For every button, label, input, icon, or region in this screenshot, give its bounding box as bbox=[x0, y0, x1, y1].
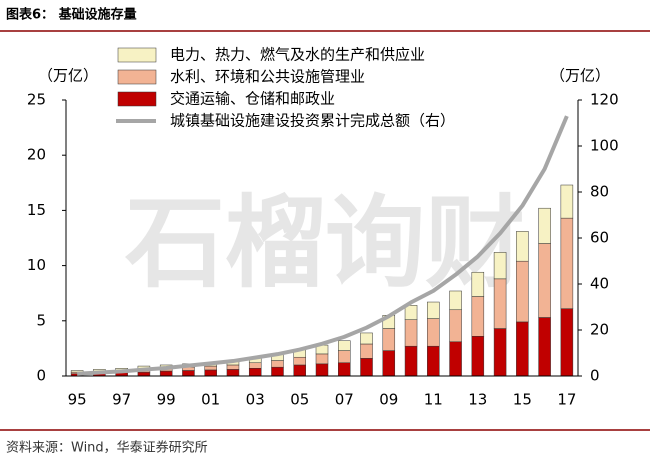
bar-segment bbox=[315, 353, 329, 365]
bar-segment bbox=[560, 308, 574, 377]
y-tick-label: 25 bbox=[27, 91, 46, 109]
legend-swatch bbox=[117, 69, 157, 85]
x-tick-label: 97 bbox=[112, 391, 131, 409]
bar-segment bbox=[493, 252, 507, 280]
y2-tick-label: 0 bbox=[590, 367, 600, 385]
y2-tick-label: 20 bbox=[590, 321, 609, 339]
x-tick-label: 15 bbox=[513, 391, 532, 409]
bar-segment bbox=[427, 345, 440, 377]
y-tick-label: 0 bbox=[36, 367, 46, 385]
bar-segment bbox=[427, 318, 440, 347]
y2-tick-label: 120 bbox=[590, 91, 619, 109]
legend-swatch bbox=[117, 47, 157, 63]
bar-segment bbox=[271, 360, 284, 368]
bar-segment bbox=[182, 370, 195, 377]
y2-tick-label: 100 bbox=[590, 137, 619, 155]
bar-segment bbox=[271, 366, 284, 377]
y2-tick-label: 40 bbox=[590, 275, 609, 293]
bar-segment bbox=[360, 343, 373, 359]
y2-tick-label: 80 bbox=[590, 183, 609, 201]
legend-label: 电力、热力、燃气及水的生产和供应业 bbox=[170, 46, 425, 64]
x-tick-label: 99 bbox=[157, 391, 176, 409]
bar-segment bbox=[382, 328, 396, 351]
bar-segment bbox=[315, 363, 329, 377]
bar-segment bbox=[538, 207, 551, 244]
x-tick-label: 17 bbox=[557, 391, 576, 409]
bar-segment bbox=[248, 362, 262, 369]
bar-segment bbox=[471, 296, 485, 337]
bar-segment bbox=[137, 371, 151, 377]
bar-segment bbox=[471, 336, 485, 377]
bar-segment bbox=[293, 356, 306, 366]
bar-segment bbox=[560, 217, 574, 309]
x-tick-label: 95 bbox=[68, 391, 87, 409]
x-tick-label: 07 bbox=[335, 391, 354, 409]
bar-segment bbox=[226, 364, 240, 370]
bar-segment bbox=[538, 243, 551, 318]
bar-segment bbox=[404, 305, 418, 320]
bar-segment bbox=[382, 350, 396, 377]
legend-swatch bbox=[117, 91, 157, 107]
x-tick-label: 03 bbox=[246, 391, 265, 409]
bar-segment bbox=[516, 260, 529, 323]
bar-segment bbox=[516, 321, 529, 377]
source: 资料来源：Wind，华泰证券研究所 bbox=[6, 440, 208, 456]
bar-segment bbox=[204, 369, 217, 377]
bar-segment bbox=[360, 358, 373, 377]
chart-title: 图表6： 基础设施存量 bbox=[6, 7, 137, 23]
legend-label: 交通运输、仓储和邮政业 bbox=[170, 90, 335, 108]
y-tick-label: 20 bbox=[27, 146, 46, 164]
bar-segment bbox=[404, 319, 418, 347]
bar-segment bbox=[338, 340, 351, 351]
bar-segment bbox=[226, 369, 240, 377]
bar-segment bbox=[538, 317, 551, 377]
watermark: 石榴询财 bbox=[125, 184, 525, 301]
y-tick-label: 15 bbox=[27, 201, 46, 219]
bar-segment bbox=[471, 271, 485, 297]
bar-segment bbox=[248, 368, 262, 377]
bar-segment bbox=[159, 370, 173, 377]
bar-segment bbox=[404, 345, 418, 377]
x-tick-label: 11 bbox=[424, 391, 443, 409]
bar-segment bbox=[360, 332, 373, 345]
bar-segment bbox=[338, 350, 351, 364]
bar-segment bbox=[516, 231, 529, 262]
x-tick-label: 09 bbox=[379, 391, 398, 409]
bar-segment bbox=[293, 364, 306, 377]
bar-segment bbox=[449, 309, 462, 343]
x-tick-label: 05 bbox=[290, 391, 309, 409]
bar-segment bbox=[204, 365, 217, 371]
line-series bbox=[77, 115, 569, 376]
y2-axis-label: （万亿） bbox=[550, 67, 610, 85]
x-tick-label: 13 bbox=[468, 391, 487, 409]
legend-label: 城镇基础设施建设投资累计完成总额（右） bbox=[170, 112, 455, 130]
bar-segment bbox=[493, 278, 507, 329]
bar-segment bbox=[493, 328, 507, 377]
y-axis-label: （万亿） bbox=[38, 67, 98, 85]
bar-segment bbox=[560, 184, 574, 219]
y-tick-label: 5 bbox=[36, 311, 46, 329]
bar-segment bbox=[449, 341, 462, 377]
y-tick-label: 10 bbox=[27, 256, 46, 274]
bar-segment bbox=[338, 362, 351, 377]
y2-tick-label: 60 bbox=[590, 229, 609, 247]
x-tick-label: 01 bbox=[201, 391, 220, 409]
legend-label: 水利、环境和公共设施管理业 bbox=[170, 68, 365, 86]
bar-segment bbox=[427, 301, 440, 319]
bar-segment bbox=[449, 290, 462, 311]
